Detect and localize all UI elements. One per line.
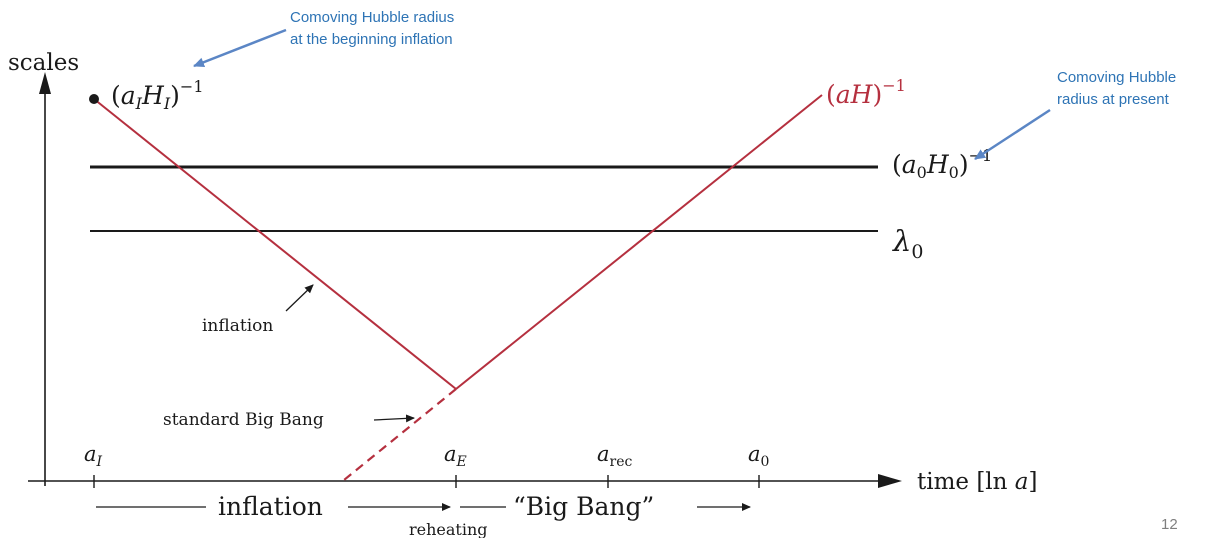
standard-big-bang-arrow bbox=[373, 414, 415, 423]
aI-HI-label: (aIHI)−1 bbox=[111, 77, 204, 113]
inflation-pointer-arrow bbox=[285, 284, 314, 312]
inflation-phase-label: inflation bbox=[218, 492, 323, 521]
present-annotation-line1: Comoving Hubble bbox=[1057, 69, 1176, 86]
x-axis-arrowhead bbox=[878, 474, 902, 488]
present-annotation-line2: radius at present bbox=[1057, 91, 1170, 108]
big-bang-phase-label: “Big Bang” bbox=[513, 492, 654, 521]
standard-big-bang-label: standard Big Bang bbox=[163, 410, 324, 430]
inflation-curve-label: inflation bbox=[202, 316, 273, 336]
present-annotation-arrow bbox=[974, 108, 1051, 161]
inflation-curve bbox=[93, 98, 457, 390]
tick-label-aE: aE bbox=[444, 442, 467, 470]
start-annotation-arrow bbox=[193, 28, 287, 68]
reheating-label: reheating bbox=[409, 520, 488, 538]
tick-label-aI: aI bbox=[84, 442, 103, 470]
start-annotation-line2: at the beginning inflation bbox=[290, 31, 453, 48]
start-annotation-line1: Comoving Hubble radius bbox=[290, 9, 454, 26]
x-axis-label: time [ln a] bbox=[917, 469, 1038, 495]
standard-big-bang-extrapolation bbox=[343, 388, 457, 481]
start-dot bbox=[89, 94, 99, 104]
y-axis-arrowhead bbox=[39, 72, 51, 94]
y-axis-label: scales bbox=[8, 50, 79, 76]
tick-label-arec: arec bbox=[597, 442, 633, 470]
lambda0-label: λ0 bbox=[892, 224, 923, 263]
a0-H0-label: (a0H0)−1 bbox=[892, 146, 992, 182]
aH-label: (aH)−1 bbox=[826, 76, 906, 109]
slide-number: 12 bbox=[1161, 516, 1178, 533]
aH-curve bbox=[455, 94, 823, 390]
tick-label-a0: a0 bbox=[748, 442, 769, 470]
